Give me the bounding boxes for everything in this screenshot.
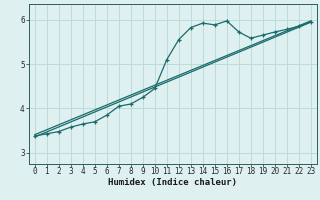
X-axis label: Humidex (Indice chaleur): Humidex (Indice chaleur) — [108, 178, 237, 187]
